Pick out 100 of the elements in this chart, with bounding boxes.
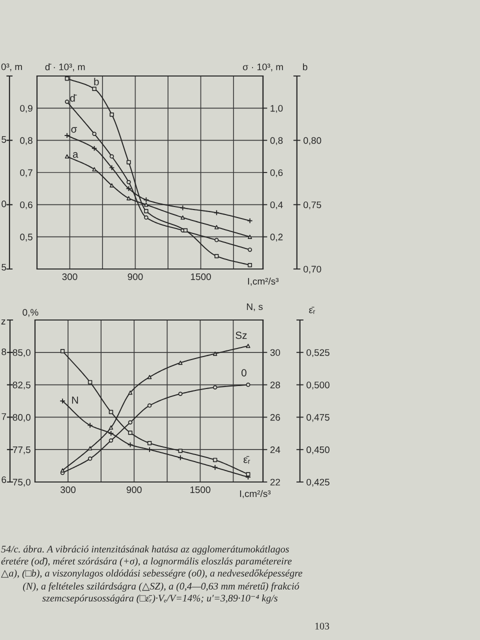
point (143, 196, 150, 203)
point (64, 100, 70, 104)
x-tick-label: 300 (62, 273, 78, 280)
y2-axis-title: σ · 10³, m (242, 64, 283, 72)
point (212, 458, 218, 462)
y2-tick-label: 30 (270, 349, 280, 356)
point (108, 430, 114, 436)
y-tick-label: 75,0 (12, 478, 30, 487)
y-tick-label: 0,5 (20, 234, 32, 242)
y2-tick-label: 26 (270, 414, 280, 421)
point (92, 132, 96, 136)
point (126, 186, 132, 192)
text: 103 (315, 622, 330, 630)
y3-tick-label: 0,80 (304, 137, 322, 145)
y3-tick-label: 0,475 (306, 414, 330, 422)
point (178, 392, 183, 396)
y-tick-label: 85,0 (12, 349, 30, 358)
y2-tick-label: 24 (270, 446, 280, 454)
y-tick-label: 0,7 (20, 169, 32, 178)
y2-tick-label: 22 (270, 478, 280, 486)
point (108, 410, 114, 414)
point (128, 420, 132, 425)
text: 5 (2, 264, 6, 271)
text: △a), (□b), a viszonylagos oldódási sebességre (o0), a nedvesedőképességre (1, 569, 302, 579)
point (214, 238, 219, 242)
y3-tick-label: 0,500 (306, 382, 330, 390)
y3-tick-label: 0,70 (304, 266, 322, 274)
y2-tick-label: 0,4 (270, 201, 283, 210)
series-label: σ (71, 127, 77, 133)
legend-label: 0 (2, 200, 6, 208)
point (108, 164, 115, 171)
x-tick-label: 900 (126, 486, 142, 494)
y-tick-label: 0,6 (20, 201, 32, 210)
y2-tick-label: 28 (270, 382, 280, 388)
x-tick-label: 900 (128, 273, 143, 280)
text: szemcsepórusosságára (□ε̄ᵣ)·Vₑ/V=14%; u′=3,89·10⁻⁴ kg/s (42, 594, 278, 604)
point (110, 154, 114, 159)
point (92, 86, 96, 91)
text: z (1, 319, 6, 324)
x-tick-label: 300 (60, 486, 76, 494)
x-tick-label: 1500 (190, 486, 210, 494)
x-axis-title: I,cm²/s³ (248, 278, 279, 286)
series-label: ε̄ᵣ (244, 456, 250, 464)
text: 54/c. ábra. A vibráció intenzitásának hatása az agglomerátumokátlagos (1, 545, 289, 555)
point (147, 403, 152, 408)
point (127, 442, 134, 448)
y-tick-label: 0,9 (20, 104, 32, 113)
y3-axis-title: b (303, 63, 308, 70)
text: 5 (2, 136, 6, 143)
point (178, 448, 183, 454)
point (88, 380, 92, 384)
point (214, 254, 219, 258)
point (144, 215, 148, 220)
point (87, 422, 93, 428)
y2-axis-title: N, s (246, 303, 263, 312)
series-label: N (72, 396, 78, 404)
point (108, 438, 114, 443)
point (126, 180, 131, 184)
series-label: d̄ (70, 94, 77, 102)
point (212, 385, 218, 390)
point (147, 374, 152, 380)
y-tick-label: 0,8 (20, 137, 32, 145)
point (64, 154, 70, 159)
x-axis-title: I,cm²/s³ (240, 490, 271, 498)
point (110, 112, 114, 117)
y-axis-title: 0,% (22, 309, 38, 317)
point (128, 390, 132, 395)
y-tick-label: 80,0 (12, 414, 30, 422)
point (147, 441, 152, 446)
point (88, 456, 92, 461)
point (146, 446, 152, 452)
y3-tick-label: 0,450 (306, 446, 330, 454)
y2-tick-label: 1,0 (270, 104, 283, 113)
y3-axis-title: ε̄ᵣ (309, 306, 316, 314)
point (126, 196, 131, 200)
point (214, 210, 220, 216)
point (108, 425, 114, 430)
series-label: b (94, 78, 99, 86)
y3-tick-label: 0,525 (306, 349, 330, 358)
x-tick-label: 1500 (190, 273, 211, 280)
y-tick-label: 77,5 (12, 446, 30, 454)
series-label: Sz (236, 332, 247, 339)
y3-tick-label: 0,425 (306, 478, 330, 487)
y-tick-label: 82,5 (12, 382, 30, 390)
text: 7 (2, 413, 6, 420)
y2-tick-label: 0,2 (270, 234, 283, 242)
point (178, 454, 184, 461)
y2-tick-label: 0,6 (270, 169, 283, 178)
point (144, 208, 148, 214)
annotation: 0 (242, 369, 246, 376)
point (128, 430, 132, 435)
text: éretére (od̄), méret szórására (+σ), a lognormális eloszlás paramétereire (1, 557, 292, 567)
text: 8 (2, 348, 6, 356)
y2-tick-label: 0,8 (270, 137, 283, 145)
point (126, 160, 131, 164)
point (214, 225, 219, 230)
point (248, 248, 252, 252)
text: 0³, m (1, 63, 22, 72)
point (212, 464, 218, 470)
point (60, 348, 65, 354)
